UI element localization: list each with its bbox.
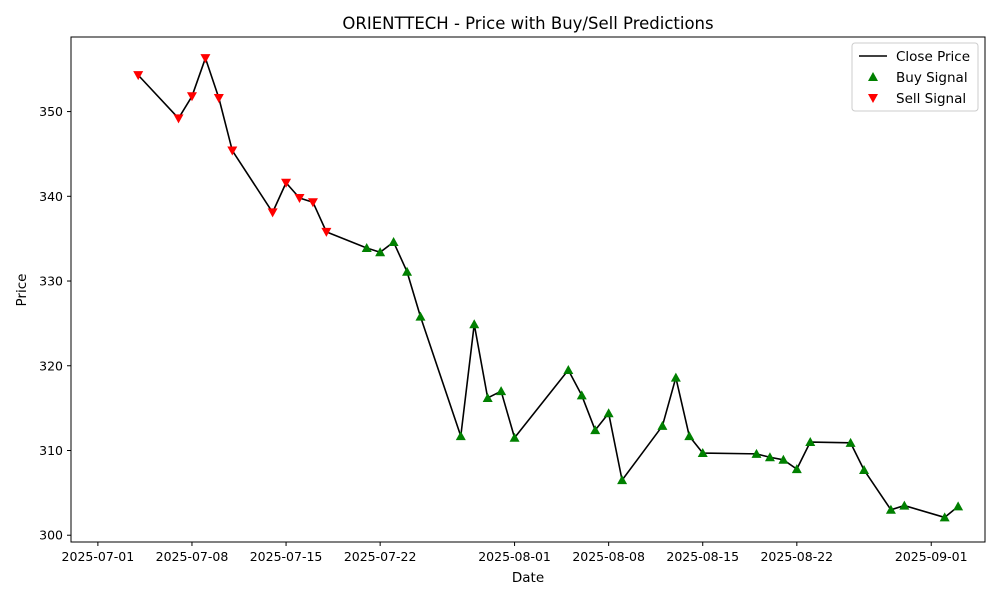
legend-close-label: Close Price [896,49,970,65]
buy-signal-marker [791,464,802,474]
buy-signal-marker [697,448,708,458]
plot-area: 2025-07-01 2025-07-08 2025-07-15 2025-07-22… [39,36,986,564]
x-tick-label: 2025-08-08 [572,549,645,564]
sell-signal-marker [200,54,211,64]
x-tick-label: 2025-07-01 [62,549,135,564]
buy-signal-marker [684,431,695,441]
sell-signal-marker [227,146,238,156]
buy-signal-marker [361,242,372,252]
buy-signal-marker [563,364,574,374]
y-tick-label: 330 [39,274,63,289]
x-tick-label: 2025-07-15 [250,549,323,564]
y-tick-label: 300 [39,528,63,543]
buy-signal-marker [469,319,480,329]
buy-signal-marker [778,454,789,464]
plot-frame [70,36,986,543]
sell-signal-marker [321,227,332,237]
y-tick-label: 320 [39,358,63,373]
x-tick-label: 2025-08-15 [666,549,739,564]
sell-signal-marker [213,94,224,104]
buy-signal-marker [590,425,601,435]
legend-sell-swatch [868,94,878,103]
buy-signal-marker [845,437,856,447]
buy-signal-marker [375,247,386,257]
buy-signal-marker [576,390,587,400]
y-tick-label: 350 [39,104,63,119]
buy-signal-marker [415,311,426,321]
sell-signal-series [133,54,332,237]
sell-signal-marker [186,92,197,102]
buy-signal-marker [899,500,910,510]
buy-signal-marker [670,372,681,382]
legend-box [851,42,979,112]
buy-signal-marker [388,237,399,247]
x-tick-label: 2025-07-08 [156,549,229,564]
buy-signal-marker [455,431,466,441]
x-tick-label: 2025-08-01 [478,549,551,564]
buy-signal-marker [764,452,775,462]
sell-signal-marker [133,71,144,81]
buy-signal-marker [482,392,493,402]
x-tick-label: 2025-08-22 [760,549,833,564]
buy-signal-marker [939,512,950,522]
legend: Close Price Buy Signal Sell Signal [851,42,979,112]
buy-signal-marker [805,437,816,447]
legend-sell-label: Sell Signal [896,91,966,107]
buy-signal-marker [402,266,413,276]
y-axis: 300 310 320 330 340 350 [39,104,71,543]
legend-buy-label: Buy Signal [896,70,968,86]
buy-signal-series [361,237,964,522]
x-tick-label: 2025-09-01 [895,549,968,564]
sell-signal-marker [267,208,278,218]
x-tick-label: 2025-07-22 [344,549,417,564]
sell-signal-marker [294,193,305,203]
y-tick-label: 340 [39,189,63,204]
y-axis-title: Price [14,274,30,307]
buy-signal-marker [603,408,614,418]
buy-signal-marker [953,501,964,511]
buy-signal-marker [509,432,520,442]
x-axis-title: Date [512,570,544,586]
buy-signal-marker [657,420,668,430]
chart-title: ORIENTTECH - Price with Buy/Sell Predict… [342,14,713,33]
buy-signal-marker [496,386,507,396]
sell-signal-marker [307,198,318,208]
buy-signal-marker [751,448,762,458]
buy-signal-marker [885,504,896,514]
sell-signal-marker [173,114,184,124]
buy-signal-marker [859,464,870,474]
buy-signal-marker [617,475,628,485]
x-axis: 2025-07-01 2025-07-08 2025-07-15 2025-07-22… [62,542,968,564]
sell-signal-marker [281,178,292,188]
legend-buy-swatch [868,72,878,81]
y-tick-label: 310 [39,443,63,458]
